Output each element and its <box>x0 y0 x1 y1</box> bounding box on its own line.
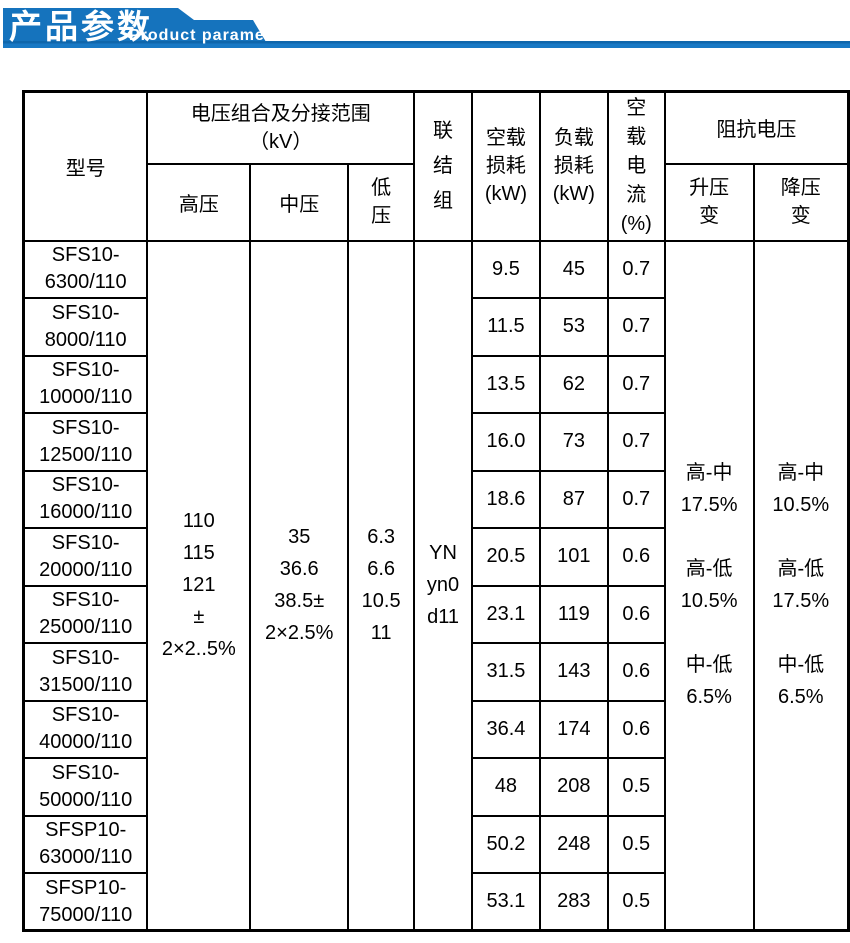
table-row: SFS10- 31500/110 31.5 143 0.6 <box>22 642 849 702</box>
cell-load-loss: 101 <box>538 527 609 587</box>
header-row-2: 高压 中压 低 压 升压 变 降压 变 <box>24 162 850 242</box>
table-row: SFS10- 50000/110 48 208 0.5 <box>22 757 849 817</box>
cell-load-loss: 62 <box>538 354 609 414</box>
cell-load-loss: 73 <box>538 412 609 472</box>
cell-load-loss: 143 <box>538 642 609 702</box>
table-row: SFS10- 12500/110 16.0 73 0.7 <box>22 412 849 472</box>
header-no-load-current: 空 载 电 流 (%) <box>606 90 666 242</box>
header-step-up: 升压 变 <box>663 162 755 242</box>
cell-no-load-loss: 23.1 <box>470 584 541 644</box>
section-banner: 产品参数 Product parameters <box>0 0 850 60</box>
cell-model: SFS10- 20000/110 <box>22 527 149 587</box>
header-mv: 中压 <box>249 162 350 242</box>
header-step-down: 降压 变 <box>752 162 850 242</box>
cell-no-load-current: 0.7 <box>606 412 666 472</box>
cell-no-load-current: 0.6 <box>606 584 666 644</box>
header-lv: 低 压 <box>347 162 416 242</box>
cell-model: SFS10- 40000/110 <box>22 699 149 759</box>
cell-load-loss: 248 <box>538 814 609 874</box>
cell-no-load-loss: 11.5 <box>470 297 541 357</box>
cell-load-loss: 53 <box>538 297 609 357</box>
header-row-1: 型号 电压组合及分接范围 （kV） 联 结 组 空载 损耗 (kW) 负载 损耗… <box>22 90 850 242</box>
cell-no-load-loss: 9.5 <box>470 239 541 299</box>
cell-load-loss: 283 <box>538 872 609 932</box>
cell-no-load-current: 0.6 <box>606 699 666 759</box>
cell-no-load-loss: 50.2 <box>470 814 541 874</box>
section-subtitle: Product parameters <box>129 27 299 44</box>
cell-no-load-loss: 20.5 <box>470 527 541 587</box>
cell-model: SFS10- 10000/110 <box>22 354 149 414</box>
cell-model: SFS10- 25000/110 <box>22 584 149 644</box>
header-load-loss: 负载 损耗 (kW) <box>538 90 609 242</box>
cell-model: SFS10- 12500/110 <box>22 412 149 472</box>
cell-mv-values: 35 36.6 38.5± 2×2.5% <box>249 239 350 932</box>
cell-model: SFS10- 31500/110 <box>22 642 149 702</box>
header-model: 型号 <box>22 90 149 242</box>
cell-load-loss: 119 <box>538 584 609 644</box>
cell-no-load-current: 0.6 <box>606 527 666 587</box>
cell-no-load-loss: 36.4 <box>470 699 541 759</box>
cell-no-load-loss: 31.5 <box>470 642 541 702</box>
cell-load-loss: 45 <box>538 239 609 299</box>
product-parameters-table: 型号 电压组合及分接范围 （kV） 联 结 组 空载 损耗 (kW) 负载 损耗… <box>22 90 850 932</box>
table-row: SFS10- 10000/110 13.5 62 0.7 <box>22 354 849 414</box>
header-voltage-group: 电压组合及分接范围 （kV） <box>146 90 416 165</box>
cell-no-load-current: 0.7 <box>606 297 666 357</box>
table-row: SFS10- 6300/110 110 115 121 ± 2×2..5% 35… <box>22 239 850 932</box>
table-row: SFSP10- 63000/110 50.2 248 0.5 <box>22 814 849 874</box>
table-row: SFS10- 40000/110 36.4 174 0.6 <box>22 699 849 759</box>
header-vector-group: 联 结 组 <box>413 90 473 242</box>
cell-no-load-current: 0.7 <box>606 354 666 414</box>
cell-model: SFS10- 16000/110 <box>22 469 149 529</box>
cell-step-down-impedance: 高-中 10.5% 高-低 17.5% 中-低 6.5% <box>752 239 850 932</box>
header-hv: 高压 <box>146 162 252 242</box>
cell-step-up-impedance: 高-中 17.5% 高-低 10.5% 中-低 6.5% <box>663 239 755 932</box>
cell-model: SFSP10- 63000/110 <box>22 814 149 874</box>
cell-no-load-current: 0.5 <box>606 872 666 932</box>
table-row: SFS10- 20000/110 20.5 101 0.6 <box>22 527 849 587</box>
cell-load-loss: 174 <box>538 699 609 759</box>
cell-no-load-loss: 16.0 <box>470 412 541 472</box>
cell-hv-values: 110 115 121 ± 2×2..5% <box>146 239 252 932</box>
cell-model: SFSP10- 75000/110 <box>22 872 149 932</box>
cell-no-load-current: 0.5 <box>606 757 666 817</box>
header-no-load-loss: 空载 损耗 (kW) <box>470 90 541 242</box>
cell-no-load-loss: 48 <box>470 757 541 817</box>
table-row: SFS10- 8000/110 11.5 53 0.7 <box>22 297 849 357</box>
header-impedance: 阻抗电压 <box>663 90 850 165</box>
cell-no-load-loss: 13.5 <box>470 354 541 414</box>
cell-model: SFS10- 8000/110 <box>22 297 149 357</box>
table-row: SFSP10- 75000/110 53.1 283 0.5 <box>22 872 849 932</box>
cell-no-load-loss: 18.6 <box>470 469 541 529</box>
section-title: 产品参数 <box>9 8 153 45</box>
table-row: SFS10- 16000/110 18.6 87 0.7 <box>22 469 849 529</box>
cell-load-loss: 208 <box>538 757 609 817</box>
cell-load-loss: 87 <box>538 469 609 529</box>
cell-lv-values: 6.3 6.6 10.5 11 <box>347 239 416 932</box>
table-row: SFS10- 25000/110 23.1 119 0.6 <box>22 584 849 644</box>
cell-vector-group: YN yn0 d11 <box>413 239 473 932</box>
cell-model: SFS10- 50000/110 <box>22 757 149 817</box>
cell-model: SFS10- 6300/110 <box>22 239 149 299</box>
banner-underline <box>3 41 850 48</box>
cell-no-load-current: 0.5 <box>606 814 666 874</box>
cell-no-load-current: 0.6 <box>606 642 666 702</box>
cell-no-load-current: 0.7 <box>606 239 666 299</box>
cell-no-load-loss: 53.1 <box>470 872 541 932</box>
cell-no-load-current: 0.7 <box>606 469 666 529</box>
